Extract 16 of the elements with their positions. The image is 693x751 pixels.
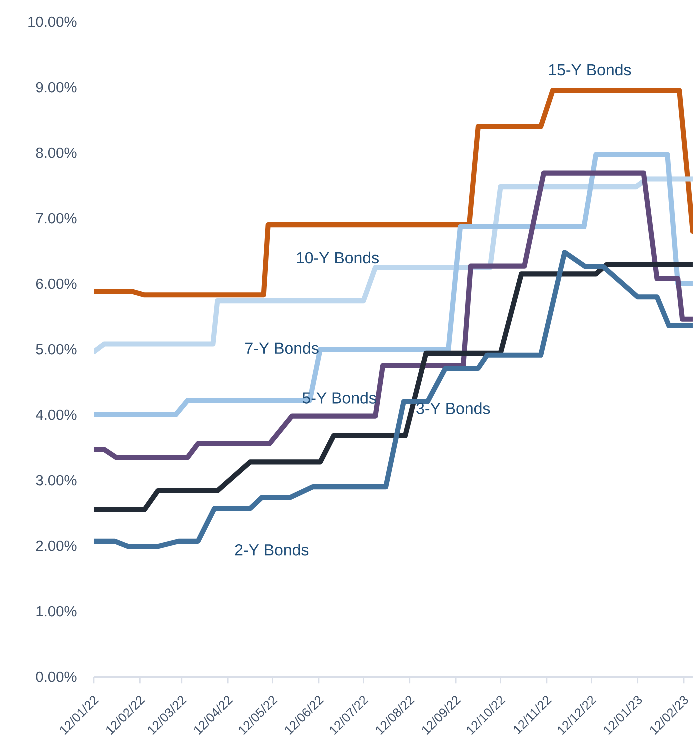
y-tick-label: 1.00% [36, 606, 77, 617]
y-tick-label: 6.00% [36, 278, 77, 290]
series-label: 7-Y Bonds [246, 342, 319, 354]
series-label: 15-Y Bonds [549, 64, 632, 76]
series-label: 10-Y Bonds [297, 252, 379, 264]
y-tick-label: 4.00% [36, 410, 77, 420]
y-tick-label: 3.00% [36, 475, 77, 486]
y-tick-label: 0.00% [36, 672, 77, 682]
y-tick-label: 9.00% [36, 82, 77, 93]
y-tick-label: 7.00% [36, 213, 77, 224]
y-tick-label: 2.00% [36, 540, 77, 552]
y-tick-label: 10.00% [28, 16, 77, 28]
y-tick-label: 5.00% [36, 344, 77, 355]
series-label: 3-Y Bonds [416, 402, 490, 414]
text: 2-Y Bonds [235, 544, 309, 556]
y-tick-label: 8.00% [36, 148, 77, 158]
